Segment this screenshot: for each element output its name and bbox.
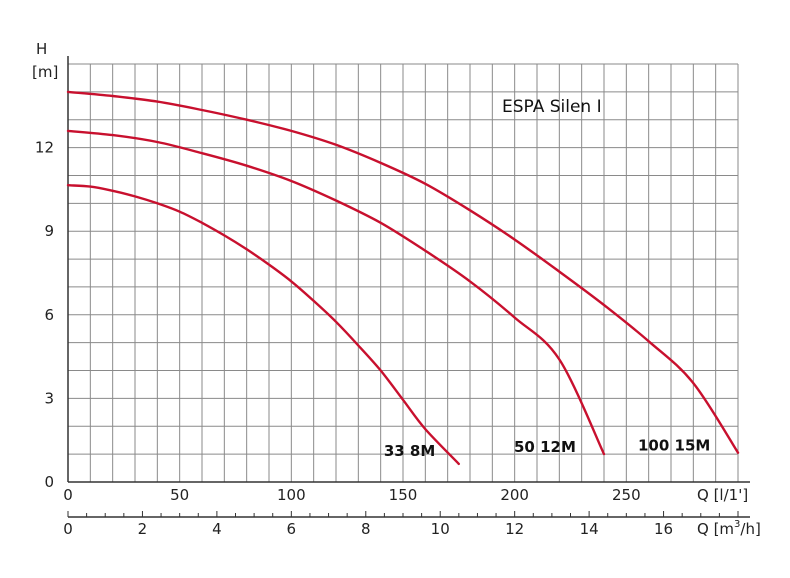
x-tick-label-m3h: 14 [580, 520, 599, 538]
series-line-1 [66, 184, 460, 466]
y-tick-label: 9 [44, 222, 54, 240]
labels: 0 3 6 9 12 0 50 100 150 200 250 0 2 4 6 8 10 12 14 16 33 8M 5… [35, 139, 710, 538]
series-label-2: 50 12M [514, 438, 576, 456]
grid [68, 63, 739, 482]
x-tick-label-m3h: 0 [63, 520, 73, 538]
x-tick-label: 0 [63, 486, 73, 504]
x-tick-label: 250 [612, 486, 641, 504]
y-tick-label: 0 [44, 473, 54, 491]
chart-title: ESPA Silen I [502, 97, 602, 117]
x-tick-label: 100 [277, 486, 306, 504]
x-tick-label: 200 [500, 486, 529, 504]
y-tick-label: 3 [44, 389, 54, 407]
x-tick-label-m3h: 12 [505, 520, 524, 538]
x-axis-label-bottom-tail: /h] [740, 520, 760, 538]
x-axis-label-bottom-sup: 3 [734, 519, 740, 530]
x-axis-label-bottom-main: Q [m [697, 520, 734, 538]
series-label-3: 100 15M [638, 437, 710, 455]
x-tick-label-m3h: 6 [287, 520, 297, 538]
series-line-3 [66, 90, 740, 454]
y-tick-label: 12 [35, 139, 54, 157]
x-tick-label-m3h: 8 [361, 520, 371, 538]
x-tick-label-m3h: 16 [654, 520, 673, 538]
y-tick-label: 6 [44, 306, 54, 324]
y-axis-label: H [36, 40, 47, 58]
x-axis-label-top: Q [l/1'] [697, 486, 748, 504]
y-axis-unit: [m] [32, 63, 58, 81]
series-line-2 [66, 129, 606, 456]
series-label-1: 33 8M [384, 442, 435, 460]
x-tick-label-m3h: 4 [212, 520, 222, 538]
curves [66, 90, 740, 466]
x-axis-label-bottom: Q [m3/h] [697, 519, 761, 538]
x-tick-label: 150 [389, 486, 418, 504]
x-tick-label-m3h: 2 [138, 520, 148, 538]
x-tick-label-m3h: 10 [431, 520, 450, 538]
x-tick-label: 50 [170, 486, 189, 504]
axes [67, 56, 750, 518]
